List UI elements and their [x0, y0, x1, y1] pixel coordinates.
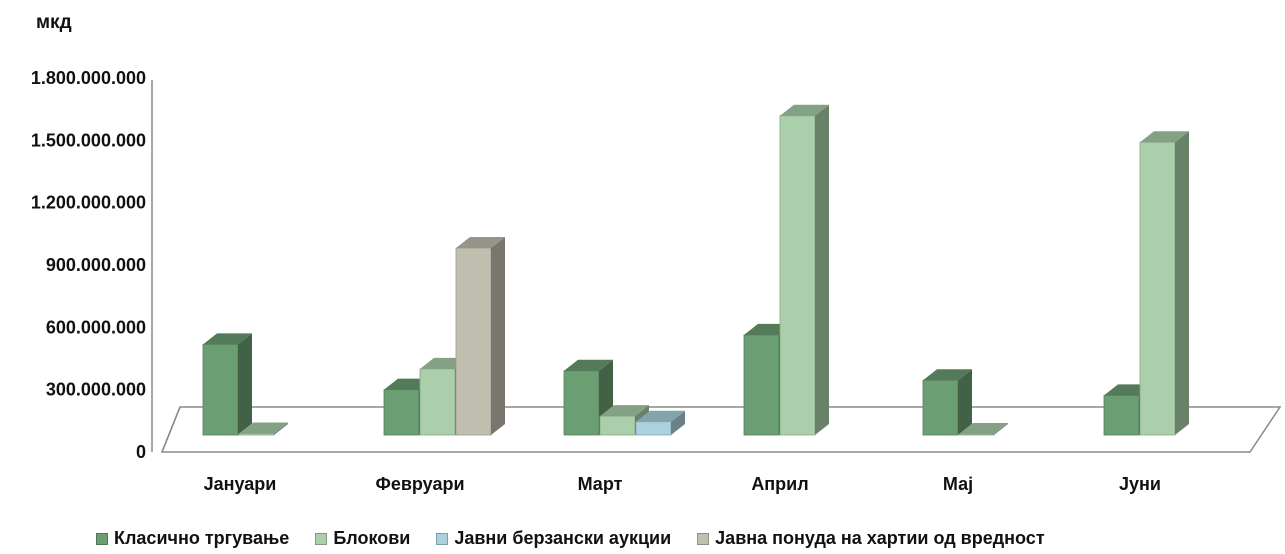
legend-item: Јавни берзански аукции [436, 528, 671, 549]
bar-top [780, 104, 829, 116]
bar-front [1139, 141, 1176, 436]
bar-side [491, 237, 505, 435]
bars [202, 104, 1189, 436]
bar-top [636, 410, 685, 422]
legend-label: Блокови [333, 528, 411, 548]
bar-top [239, 422, 288, 434]
floor-edge-left [161, 406, 181, 453]
y-tick-label: 1.500.000.000 [31, 130, 146, 150]
bar [779, 104, 829, 436]
bar [635, 410, 685, 436]
bar-front [1103, 394, 1140, 436]
bar [922, 369, 972, 436]
bar [958, 423, 1008, 436]
bar-side [815, 104, 829, 436]
chart-legend: Класично тргување Блокови Јавни берзански … [96, 528, 1045, 549]
bar-top [1140, 131, 1189, 143]
bar-front [563, 370, 600, 436]
legend-swatch [96, 532, 108, 545]
bar [202, 333, 252, 436]
x-category-label: Април [751, 474, 808, 494]
bar-side [994, 423, 1008, 435]
bar-side [1175, 131, 1189, 435]
bar-side [274, 422, 288, 435]
y-tick-label: 300.000.000 [46, 380, 146, 400]
bar-front [419, 368, 456, 436]
y-tick-label: 0 [136, 442, 146, 462]
y-tick-label: 900.000.000 [46, 255, 146, 275]
bar-top [959, 423, 1008, 435]
y-tick-label: 1.800.000.000 [31, 68, 146, 88]
bar-top [564, 359, 613, 371]
x-category-label: Мај [943, 474, 973, 494]
x-category-label: Јануари [204, 474, 277, 494]
bar-side [238, 333, 252, 435]
x-axis-labels: Јануари Февруари Март Април Мај Јуни [204, 474, 1161, 494]
legend-label: Јавни берзански аукции [454, 528, 672, 548]
bar-top [923, 369, 972, 381]
bar-top [456, 237, 505, 248]
legend-item: Класично тргување [96, 528, 289, 549]
bar-front [383, 389, 420, 436]
legend-item: Јавна понуда на хартии од вредност [697, 528, 1045, 549]
bar-front [635, 421, 672, 436]
legend-swatch [697, 532, 710, 545]
x-category-label: Јуни [1119, 474, 1161, 494]
bar-front [238, 433, 275, 436]
legend-swatch [436, 532, 449, 545]
bar [238, 422, 288, 436]
y-tick-label: 1.200.000.000 [31, 193, 146, 213]
x-category-label: Март [578, 474, 623, 494]
bar [1139, 131, 1189, 436]
bar-side [671, 410, 685, 435]
y-axis: 0 300.000.000 600.000.000 900.000.000 1.200.… [31, 68, 153, 462]
bar [455, 237, 505, 436]
bar-top [203, 333, 252, 345]
bar-front [779, 115, 816, 436]
bar-front [958, 433, 995, 436]
legend-label: Класично тргување [114, 528, 290, 548]
y-axis-unit-label: мкд [36, 12, 72, 33]
bar-front [743, 334, 780, 436]
bar-front [202, 343, 239, 436]
x-category-label: Февруари [375, 474, 464, 494]
legend-item: Блокови [315, 528, 410, 549]
bar-front [922, 379, 959, 436]
bar-front [599, 415, 636, 436]
legend-label: Јавна понуда на хартии од вредност [715, 528, 1045, 548]
bar-top [600, 405, 649, 417]
legend-swatch [315, 532, 328, 545]
y-tick-label: 600.000.000 [46, 317, 146, 337]
bar-front [455, 247, 492, 436]
bar-side [958, 369, 972, 435]
